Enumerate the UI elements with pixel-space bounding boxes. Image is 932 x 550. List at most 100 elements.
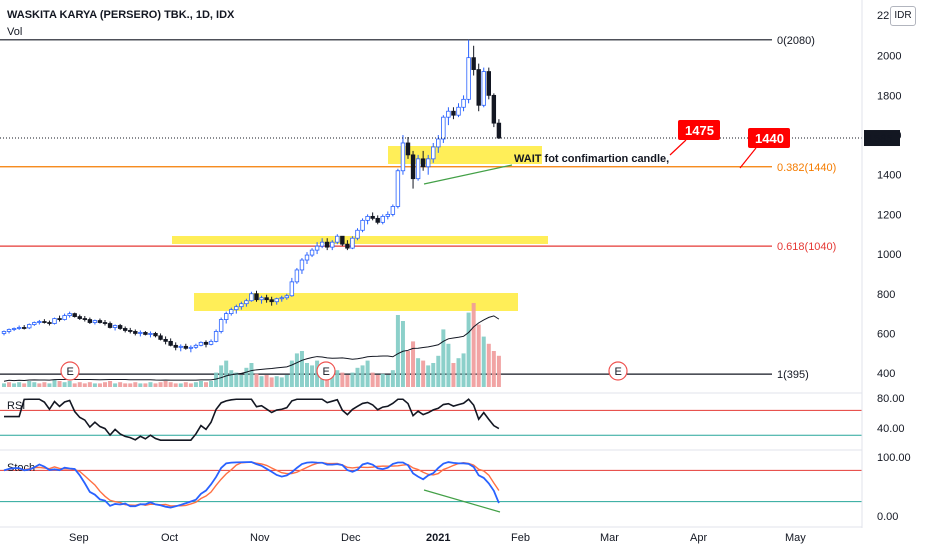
candle xyxy=(234,304,239,314)
volume-bar xyxy=(168,382,173,387)
candle-body xyxy=(410,154,416,180)
candle-body xyxy=(441,116,446,140)
candle-body xyxy=(471,57,476,70)
volume-bar xyxy=(355,367,360,387)
candle xyxy=(11,327,17,332)
candle xyxy=(97,318,103,324)
volume-bar xyxy=(183,382,188,387)
candle-body xyxy=(158,335,163,340)
chart-title: WASKITA KARYA (PERSERO) TBK., 1D, IDX xyxy=(7,9,235,21)
volume-bar xyxy=(57,381,62,387)
volume-bar xyxy=(411,341,416,387)
volume-bar xyxy=(274,376,279,387)
price-tick-label: 800 xyxy=(877,289,895,301)
candle xyxy=(138,330,143,337)
support-zone xyxy=(172,236,548,244)
earnings-label: E xyxy=(323,366,330,378)
candle xyxy=(229,307,234,316)
candle-body xyxy=(183,345,188,349)
volume-bar xyxy=(7,382,12,387)
candle-body xyxy=(21,327,27,329)
candle xyxy=(446,107,451,126)
candle xyxy=(223,311,229,324)
candle-body xyxy=(299,259,305,271)
candle-body xyxy=(380,215,385,223)
volume-bar xyxy=(395,315,400,387)
volume-bar xyxy=(138,383,143,387)
candle-body xyxy=(420,158,426,168)
candle xyxy=(375,215,380,225)
volume-bar xyxy=(406,351,410,387)
candle xyxy=(153,331,158,338)
candle xyxy=(420,150,426,171)
time-tick-label: 2021 xyxy=(426,532,450,544)
candle-body xyxy=(415,158,421,180)
price-callout: 1440 xyxy=(739,128,790,169)
candle-body xyxy=(223,313,229,320)
candle xyxy=(102,319,108,326)
candle xyxy=(112,324,118,331)
fib-level-label: 0(2080) xyxy=(777,35,815,47)
candle-body xyxy=(466,57,471,100)
volume-bar xyxy=(234,372,239,387)
volume-bar xyxy=(12,383,17,387)
candle xyxy=(107,321,113,329)
volume-bar xyxy=(97,383,102,387)
candle-body xyxy=(264,297,269,301)
volume-bar xyxy=(421,360,426,387)
candle-body xyxy=(254,293,259,301)
volume-bar xyxy=(299,351,304,387)
candle-body xyxy=(6,329,12,332)
candle xyxy=(269,296,274,306)
candle xyxy=(289,277,295,297)
volume-bar xyxy=(77,382,82,387)
volume-bar xyxy=(350,372,355,387)
candle xyxy=(486,67,491,100)
candle xyxy=(173,342,178,351)
volume-bar xyxy=(441,329,446,387)
time-tick-label: Oct xyxy=(161,532,178,544)
candle-body xyxy=(365,215,370,221)
currency-button[interactable]: IDR xyxy=(890,6,916,26)
volume-bar xyxy=(188,383,193,387)
candle-body xyxy=(279,297,284,300)
volume-bar xyxy=(209,381,214,387)
volume-bar xyxy=(259,376,264,387)
candle-body xyxy=(87,319,93,323)
candle xyxy=(168,338,173,347)
candle xyxy=(370,212,375,221)
time-tick-label: Sep xyxy=(69,532,89,544)
candle xyxy=(456,103,461,118)
candle xyxy=(92,319,98,325)
candle xyxy=(299,258,305,274)
last-price-label: 1585 xyxy=(868,133,892,145)
volume-bar xyxy=(370,372,375,387)
candle-body xyxy=(370,215,375,219)
candle xyxy=(1,330,7,336)
candle-body xyxy=(436,138,441,148)
volume-bar xyxy=(365,360,370,387)
volume-bar xyxy=(103,382,107,387)
candle-body xyxy=(107,323,113,328)
earnings-label: E xyxy=(615,366,622,378)
candle-body xyxy=(390,206,396,215)
stoch-k-line xyxy=(3,461,500,509)
candle-body xyxy=(193,344,199,348)
candle-body xyxy=(395,170,401,207)
candle xyxy=(425,154,431,175)
candle-body xyxy=(239,303,244,308)
candle-body xyxy=(375,217,380,223)
candle xyxy=(259,295,264,304)
volume-bar xyxy=(400,321,405,387)
candle xyxy=(410,150,416,189)
candle xyxy=(324,238,330,251)
volume-bar xyxy=(294,353,299,387)
volume-bar xyxy=(289,360,294,387)
candle xyxy=(163,336,168,345)
volume-bar xyxy=(82,383,87,387)
volume-bar xyxy=(22,383,27,387)
callout-box xyxy=(748,128,790,148)
volume-bar xyxy=(345,375,350,387)
volume-bar xyxy=(380,373,385,387)
